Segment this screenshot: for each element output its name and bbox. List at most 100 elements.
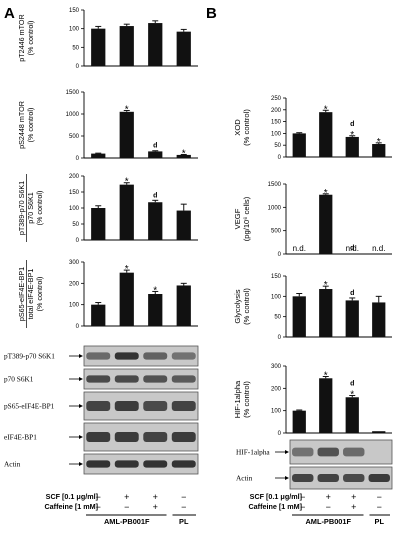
bar <box>119 184 134 240</box>
bar <box>91 28 106 67</box>
chart-b3: 0 50 100 150 Glycolysis (% control) * d <box>233 274 392 341</box>
arrow-head-icon <box>285 476 289 480</box>
blot-strip <box>83 345 199 367</box>
blot-band <box>86 352 111 360</box>
significance-d: d <box>153 192 157 199</box>
bar <box>91 153 106 158</box>
y-tick-label: 0 <box>76 64 80 70</box>
y-tick-label: 50 <box>274 315 281 321</box>
chart-a3: 0 50 100 150 200 pT389-p70 S6K1 p70 S6K1 (% con… <box>17 174 198 244</box>
y-tick-label: 1000 <box>268 205 282 211</box>
blot-label: eIF4E-BP1 <box>4 433 37 442</box>
bar <box>148 294 163 326</box>
y-tick-label: 150 <box>271 120 282 126</box>
chart-b1: 0 50 100 150 200 250 XOD (% control) * * d * <box>233 96 392 161</box>
bar <box>176 210 191 240</box>
y-axis-label: VEGF <box>233 208 242 229</box>
y-tick-label: 0 <box>278 335 282 341</box>
blot-label: pT389-p70 S6K1 <box>4 352 55 361</box>
y-tick-label: 500 <box>271 229 282 235</box>
bar <box>176 285 191 326</box>
bar <box>292 296 306 337</box>
y-tick-label: 50 <box>72 45 79 51</box>
blot-label: p70 S6K1 <box>4 375 34 384</box>
y-tick-label: 100 <box>69 303 80 309</box>
bar <box>319 112 333 157</box>
significance-star: * <box>324 370 328 381</box>
blot-strip <box>289 466 393 490</box>
bar <box>119 111 134 158</box>
blot-band <box>114 400 139 412</box>
y-tick-label: 100 <box>271 294 282 300</box>
significance-star: * <box>153 285 157 296</box>
y-tick-label: 0 <box>278 431 282 437</box>
blot-label: HIF-1alpha <box>236 448 270 457</box>
blot-band <box>86 460 111 468</box>
significance-star: * <box>377 137 381 148</box>
y-axis-label: (% control) <box>35 191 44 226</box>
y-axis-label: XOD <box>233 119 242 136</box>
significance-d: d <box>350 121 354 128</box>
blot-band <box>171 375 196 383</box>
y-tick-label: 0 <box>76 156 80 162</box>
significance-star: * <box>324 104 328 115</box>
bar <box>345 397 359 433</box>
y-tick-label: 300 <box>69 260 80 266</box>
blot-blots_a-2: pS65-eIF4E-BP1 <box>4 391 199 421</box>
bar <box>372 302 386 337</box>
significance-star: * <box>125 264 129 275</box>
y-tick-label: 250 <box>271 96 282 102</box>
y-axis-label: p70 S6K1 <box>26 192 35 224</box>
group-label-aml: AML-PB001F <box>104 517 150 526</box>
y-axis-label: pS2448 mTOR <box>17 101 26 149</box>
y-axis-label: pS65-eIF4E-BP1 <box>17 267 26 321</box>
blot-band <box>114 431 139 443</box>
caffeine-sign: − <box>124 502 129 512</box>
group-label-aml: AML-PB001F <box>305 517 351 526</box>
bar <box>319 194 333 254</box>
caffeine-label: Caffeine [1 mM] <box>248 502 302 511</box>
bar <box>292 410 306 433</box>
blot-band <box>143 460 168 468</box>
bar <box>148 23 163 66</box>
scf-sign: − <box>377 492 382 502</box>
y-tick-label: 300 <box>271 364 282 370</box>
significance-star: * <box>350 389 354 400</box>
blot-band <box>317 447 339 457</box>
blot-band <box>171 460 196 468</box>
blot-band <box>343 447 365 457</box>
bar <box>119 26 134 66</box>
caffeine-sign: − <box>96 502 101 512</box>
caffeine-label: Caffeine [1 mM] <box>44 502 98 511</box>
blot-strip <box>83 453 199 475</box>
y-tick-label: 1000 <box>66 112 80 118</box>
blot-band <box>343 474 365 482</box>
not-detected-label: n.d. <box>346 244 359 253</box>
blot-band <box>114 352 139 360</box>
significance-star: * <box>324 188 328 199</box>
blot-band <box>368 474 390 482</box>
group-label-pl: PL <box>179 517 189 526</box>
y-axis-label: (% control) <box>26 108 35 143</box>
blot-band <box>143 375 168 383</box>
caffeine-sign: + <box>351 502 356 512</box>
blot-blots_a-0: pT389-p70 S6K1 <box>4 345 199 367</box>
blots: pT389-p70 S6K1 p70 S6K1 pS65-eIF4E-BP1 eIF4… <box>4 345 393 490</box>
blot-band <box>143 400 168 412</box>
arrow-head-icon <box>285 450 289 454</box>
scf-sign: + <box>153 492 158 502</box>
scf-sign: − <box>96 492 101 502</box>
significance-d: d <box>350 245 354 252</box>
bar <box>319 378 333 433</box>
blot-label: Actin <box>4 460 21 469</box>
treatment-table: SCF [0.1 μg/ml]Caffeine [1 mM]−−+−++−−AM… <box>44 492 390 526</box>
scf-label: SCF [0.1 μg/ml] <box>46 492 98 501</box>
y-axis-label: pT389-p70 S6K1 <box>17 181 26 235</box>
caffeine-sign: − <box>326 502 331 512</box>
blot-band <box>86 400 111 412</box>
panel-letter-a: A <box>4 5 15 22</box>
not-detected-label: n.d. <box>293 244 306 253</box>
